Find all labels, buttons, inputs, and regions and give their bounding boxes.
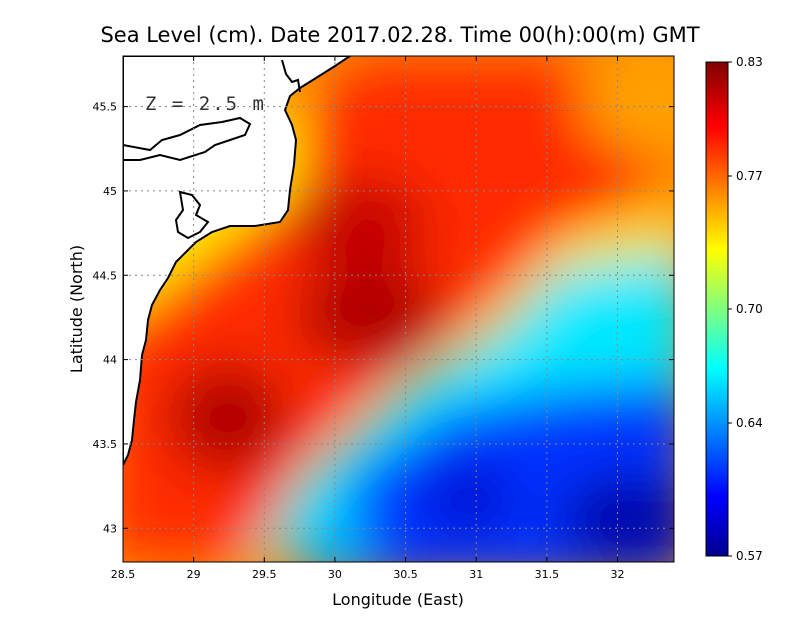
y-tick-label: 44.5 <box>93 269 118 282</box>
x-tick-label: 31 <box>469 568 483 581</box>
colorbar-tick-label: 0.77 <box>736 169 763 183</box>
colorbar <box>705 61 729 557</box>
y-axis-ticks: 43 43.5 44 44.5 45 45.5 <box>93 101 674 535</box>
chart-title: Sea Level (cm). Date 2017.02.28. Time 00… <box>100 23 699 47</box>
y-tick-label: 45 <box>103 185 117 198</box>
plot-area <box>123 56 674 562</box>
grid-lines <box>123 56 674 562</box>
x-tick-label: 32 <box>610 568 624 581</box>
x-tick-label: 31.5 <box>535 568 560 581</box>
x-axis-ticks: 28.5 29 29.5 30 30.5 31 31.5 32 <box>111 56 624 581</box>
land-inlet-coast <box>174 190 210 240</box>
field-max-north <box>290 180 430 270</box>
land-inlet-north <box>123 116 252 162</box>
field-min-south <box>425 470 515 530</box>
colorbar-tick-label: 0.70 <box>736 302 763 316</box>
x-tick-label: 29 <box>187 568 201 581</box>
colorbar-tick-label: 0.57 <box>736 549 763 563</box>
colorbar-tick-label: 0.83 <box>736 55 763 69</box>
x-tick-label: 30 <box>328 568 342 581</box>
colorbar-ticks: 0.83 0.77 0.70 0.64 0.57 <box>728 55 763 563</box>
y-tick-label: 43.5 <box>93 438 118 451</box>
x-tick-label: 29.5 <box>252 568 277 581</box>
x-tick-label: 28.5 <box>111 568 136 581</box>
y-tick-label: 43 <box>103 522 117 535</box>
x-axis-title: Longitude (East) <box>332 590 464 609</box>
field-max-southwest <box>168 363 288 473</box>
field-max-central <box>295 265 445 365</box>
land-lagoon <box>281 59 301 93</box>
y-axis-title: Latitude (North) <box>67 245 86 373</box>
depth-annotation: Z = 2.5 m <box>145 93 266 115</box>
y-tick-label: 44 <box>103 354 117 367</box>
y-tick-label: 45.5 <box>93 101 118 114</box>
field-cyan-bottom <box>290 515 370 562</box>
plot-frame <box>122 55 675 563</box>
field-min-southeast <box>560 475 674 562</box>
field-warm-northeast <box>580 56 674 155</box>
colorbar-tick-label: 0.64 <box>736 416 763 430</box>
x-tick-label: 30.5 <box>393 568 418 581</box>
